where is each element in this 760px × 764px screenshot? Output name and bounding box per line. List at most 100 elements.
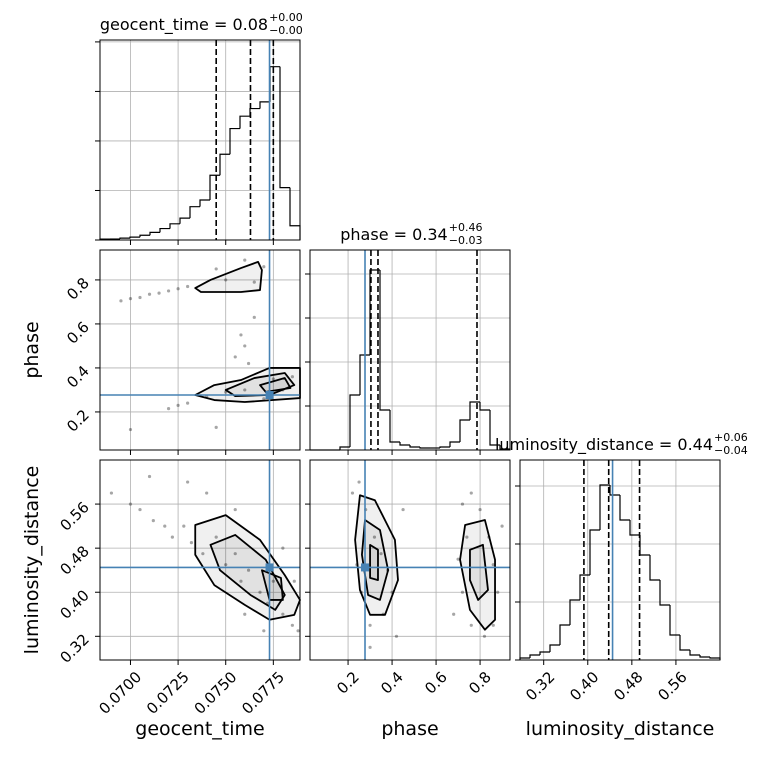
y-axis-label: phase xyxy=(21,321,43,378)
sample-point xyxy=(252,315,256,319)
sample-point xyxy=(500,524,504,528)
sample-point xyxy=(138,295,142,300)
histogram-bin xyxy=(129,236,140,239)
sample-point xyxy=(138,507,142,512)
y-tick-label: 0.48 xyxy=(56,542,92,578)
histogram-bin xyxy=(259,101,270,109)
histogram-bin xyxy=(469,401,480,420)
axes-frame xyxy=(309,459,511,661)
histogram-bin xyxy=(359,354,370,395)
histogram-bin xyxy=(409,445,420,448)
histogram-bin xyxy=(249,107,260,117)
sample-point xyxy=(176,403,180,407)
sample-point xyxy=(478,507,482,512)
x-tick-label: 0.0700 xyxy=(95,668,145,718)
sample-point xyxy=(166,407,171,411)
sample-point xyxy=(243,612,247,616)
histogram-bin xyxy=(539,651,550,655)
contour xyxy=(469,543,489,601)
x-tick-label: 0.4 xyxy=(377,668,407,698)
sample-point xyxy=(214,425,218,429)
y-tick-label: 0.4 xyxy=(63,362,93,392)
y-tick-label: 0.40 xyxy=(56,586,92,622)
sample-point xyxy=(233,552,237,556)
sample-point xyxy=(452,612,456,616)
sample-point xyxy=(128,297,133,301)
axes-frame xyxy=(309,249,511,451)
histogram-bin xyxy=(569,599,580,625)
sample-point xyxy=(224,278,228,282)
sample-point xyxy=(290,375,294,379)
histogram-bin xyxy=(119,237,130,240)
sample-point xyxy=(233,355,237,359)
sample-point xyxy=(350,491,355,495)
truth-marker xyxy=(265,390,274,399)
panel-title: luminosity_distance = 0.44 xyxy=(495,435,713,455)
title-upper-error: +0.06 xyxy=(714,431,748,444)
sample-point xyxy=(290,623,294,627)
y-tick-label: 0.56 xyxy=(56,498,92,534)
x-tick-label: 0.48 xyxy=(610,668,646,704)
sample-point xyxy=(186,284,190,289)
histogram-bin xyxy=(139,234,150,238)
histogram-bin xyxy=(239,115,250,129)
sample-point xyxy=(157,291,161,295)
truth-marker xyxy=(361,563,370,572)
sample-point xyxy=(281,546,285,550)
histogram-bin xyxy=(679,635,690,651)
sample-point xyxy=(368,623,372,627)
histogram-bin xyxy=(439,446,450,448)
title-upper-error: +0.00 xyxy=(269,11,303,24)
histogram-bin xyxy=(169,223,180,229)
x-tick-label: 0.6 xyxy=(421,668,451,698)
sample-point xyxy=(379,552,383,556)
sample-point xyxy=(163,524,167,528)
sample-point xyxy=(119,299,123,303)
sample-point xyxy=(246,361,251,366)
histogram-bin xyxy=(619,495,630,521)
sample-point xyxy=(186,480,190,484)
sample-point xyxy=(262,397,266,401)
sample-point xyxy=(262,629,266,633)
histogram-bin xyxy=(449,441,460,447)
histogram-bin xyxy=(589,529,600,575)
histogram-bin xyxy=(379,270,390,411)
x-tick-label: 0.0750 xyxy=(191,668,241,718)
y-axis-label: luminosity_distance xyxy=(21,466,43,655)
sample-point xyxy=(281,612,285,616)
contour xyxy=(209,534,286,611)
y-tick-label: 0.6 xyxy=(63,318,93,348)
histogram-bin xyxy=(339,446,350,450)
sample-point xyxy=(151,519,155,523)
histogram-bin xyxy=(599,484,610,530)
histogram-bin xyxy=(579,574,590,600)
sample-point xyxy=(233,507,237,512)
x-tick-label: 0.40 xyxy=(566,668,602,704)
x-tick-label: 0.0775 xyxy=(238,668,288,718)
histogram-bin xyxy=(419,447,430,449)
sample-point xyxy=(166,289,171,293)
x-axis-label: geocent_time xyxy=(135,718,264,740)
title-upper-error: +0.46 xyxy=(449,221,483,234)
sample-point xyxy=(372,535,377,539)
sample-point xyxy=(109,491,114,495)
histogram-bin xyxy=(369,269,380,355)
sample-point xyxy=(176,287,180,291)
histogram-bin xyxy=(399,442,410,446)
sample-point xyxy=(262,265,266,269)
histogram-bin xyxy=(649,555,660,581)
sample-point xyxy=(128,427,133,432)
histogram-bin xyxy=(609,485,620,496)
histogram-bin xyxy=(559,624,570,645)
axes-frame xyxy=(99,459,301,661)
contour xyxy=(194,260,263,293)
title-lower-error: −0.00 xyxy=(269,24,303,37)
x-tick-label: 0.56 xyxy=(654,668,690,704)
histogram-bin xyxy=(149,231,160,236)
axes-frame xyxy=(99,39,301,241)
y-tick-label: 0.2 xyxy=(63,406,93,436)
histogram-bin xyxy=(179,217,190,224)
histogram-bin xyxy=(699,655,710,658)
histogram-bin xyxy=(219,153,230,176)
